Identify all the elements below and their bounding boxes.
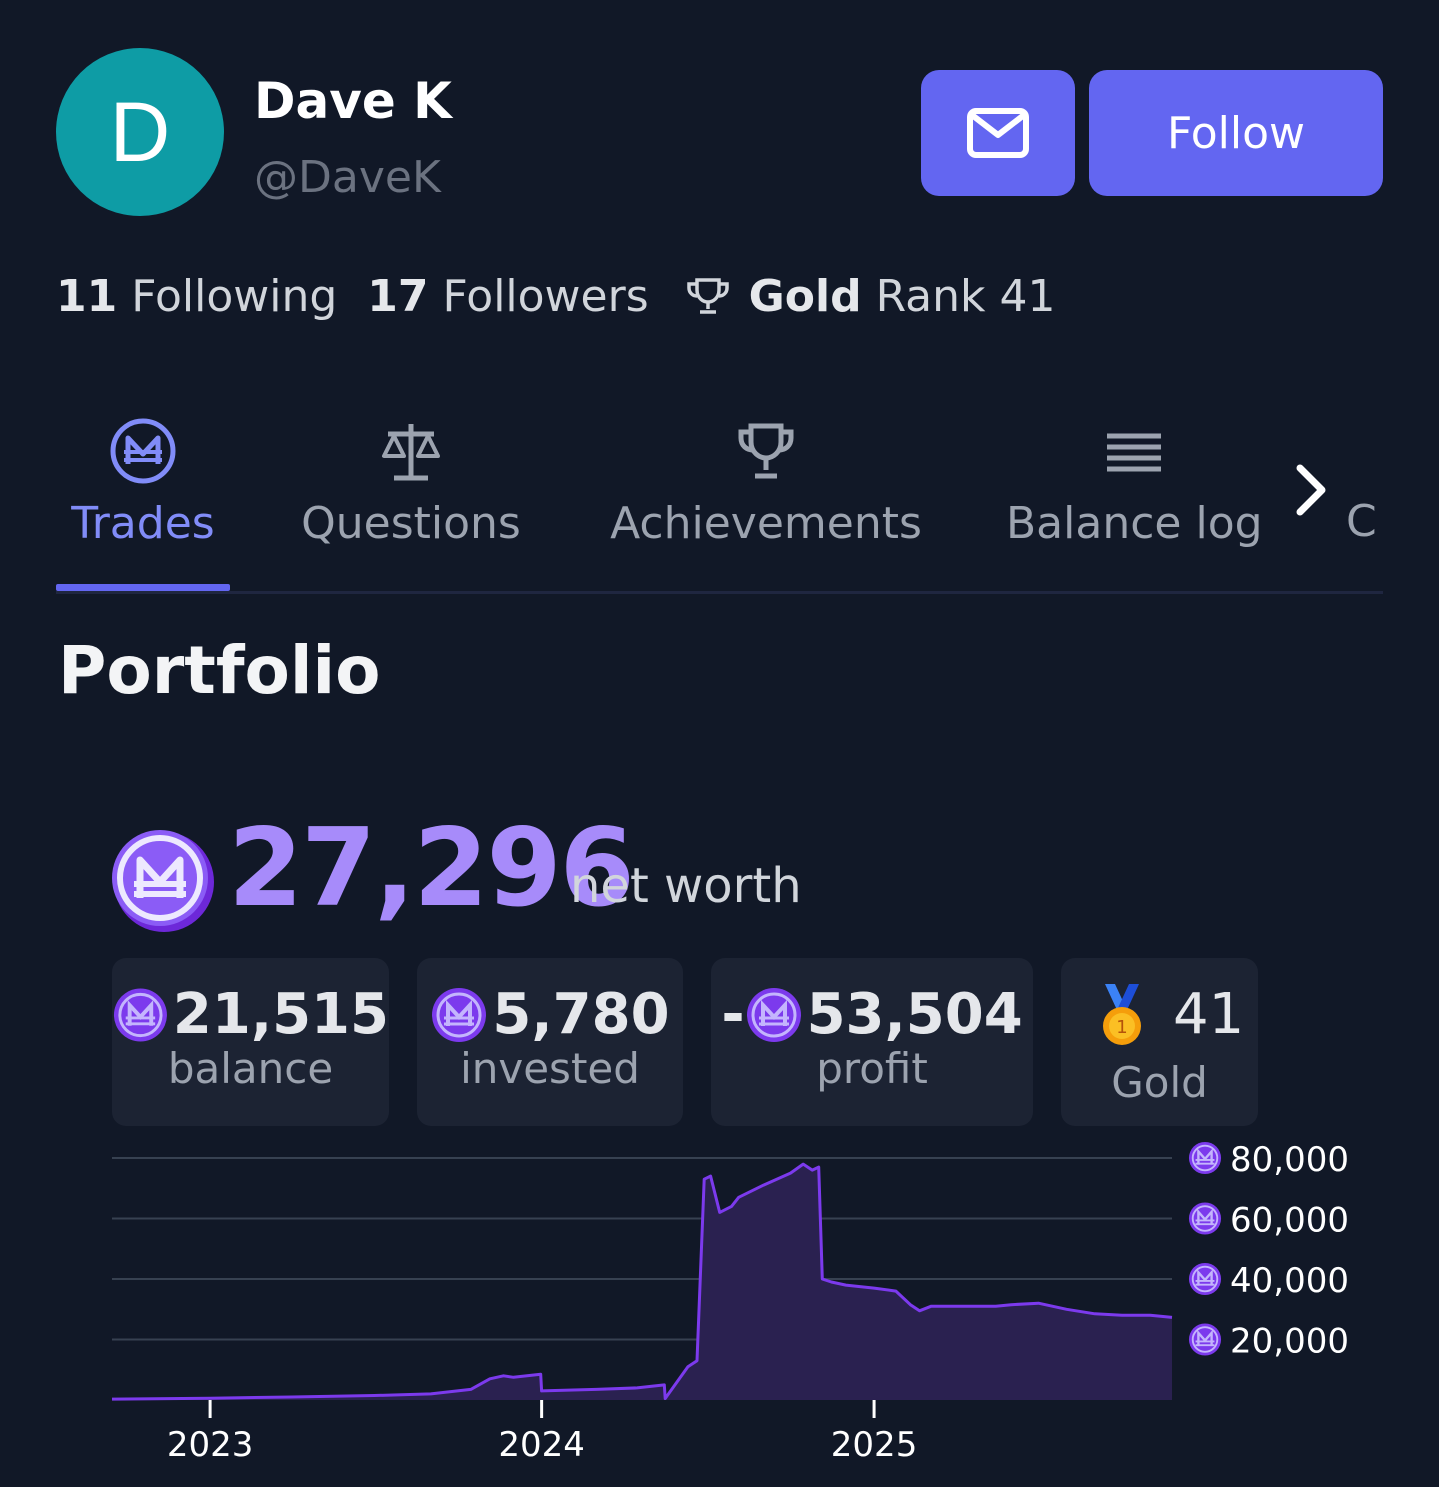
chevron-right-icon[interactable] [1290,460,1330,524]
balance-card[interactable]: 21,515 balance [112,958,389,1126]
message-button[interactable] [921,70,1075,196]
league-rank: Rank 41 [875,270,1056,322]
active-tab-indicator [56,584,230,591]
scale-icon [382,424,440,481]
tab-questions[interactable]: Questions [296,410,526,590]
profile-handle: @DaveK [254,152,441,203]
tab-trades[interactable]: Trades [56,410,230,590]
gold-medal-icon: 1 [1087,982,1157,1052]
profit-card[interactable]: - 53,504 profit [711,958,1033,1126]
net-worth-value: 27,296 [228,806,635,931]
list-icon [1107,433,1161,472]
mana-coin-icon [110,826,218,938]
balance-value: 21,515 [172,982,389,1047]
profit-value: 53,504 [806,982,1023,1047]
chart-line [111,1162,1173,1401]
net-worth-label: net worth [570,858,802,914]
league-tier: Gold [748,270,862,322]
y-axis: 20,000 40,000 60,000 80,000 [1188,1140,1349,1362]
mana-coin-icon [432,987,487,1042]
profile-stats: 11 Following 17 Followers Gold Rank 41 [56,266,1055,326]
tab-label: Achievements [610,498,922,549]
tab-label: Questions [301,498,521,549]
mana-coin-icon [746,987,801,1042]
chart-area [112,1164,1172,1400]
mail-icon [967,108,1029,158]
followers-label: Followers [442,270,649,322]
trophy-icon [738,423,794,479]
trophy-icon [685,276,731,316]
following-count: 11 [56,270,118,322]
x-tick-label: 2025 [831,1425,918,1465]
invested-card[interactable]: 5,780 invested [417,958,683,1126]
avatar-letter: D [109,84,171,179]
profit-sign: - [721,982,745,1047]
follow-button[interactable]: Follow [1089,70,1383,196]
mana-coin-icon [113,988,167,1041]
portfolio-chart[interactable]: 20,000 40,000 60,000 80,000 2023 2024 2025 [0,1130,1439,1470]
y-tick-label: 60,000 [1230,1201,1349,1241]
portfolio-title: Portfolio [58,632,381,709]
following-label: Following [131,270,338,322]
league-card[interactable]: 1 41 Gold [1061,958,1258,1126]
league-label: Gold [1111,1058,1208,1107]
mana-coin-icon [1188,1322,1222,1357]
followers-link[interactable]: 17 Followers [367,271,648,322]
tab-label: Trades [71,498,215,549]
mana-coin-icon [1188,1141,1222,1175]
x-tick-label: 2023 [167,1425,254,1465]
tab-label: Balance log [1006,498,1263,549]
invested-label: invested [460,1044,640,1093]
tabs-divider [56,591,1383,594]
svg-text:1: 1 [1116,1017,1127,1038]
y-tick-label: 20,000 [1230,1322,1349,1362]
balance-label: balance [167,1044,334,1093]
followers-count: 17 [367,270,429,322]
mana-coin-icon [1188,1262,1222,1296]
avatar[interactable]: D [56,48,224,216]
league-link[interactable]: Gold Rank 41 [749,271,1056,322]
tab-achievements[interactable]: Achievements [606,410,926,590]
mana-coin-icon [1188,1201,1222,1236]
profile-name: Dave K [254,72,452,130]
x-axis: 2023 2024 2025 [167,1400,918,1465]
tab-overflow[interactable]: C [1346,496,1377,547]
invested-value: 5,780 [492,982,670,1047]
y-tick-label: 80,000 [1230,1140,1349,1180]
league-rank-value: 41 [1173,982,1245,1047]
profit-label: profit [816,1044,928,1093]
profile-tabs: Trades Questions Achievements Balance lo… [56,410,1383,594]
following-link[interactable]: 11 Following [56,271,337,322]
tab-balance-log[interactable]: Balance log [1006,410,1263,590]
mana-coin-icon [110,418,176,484]
y-tick-label: 40,000 [1230,1261,1349,1301]
x-tick-label: 2024 [498,1425,585,1465]
